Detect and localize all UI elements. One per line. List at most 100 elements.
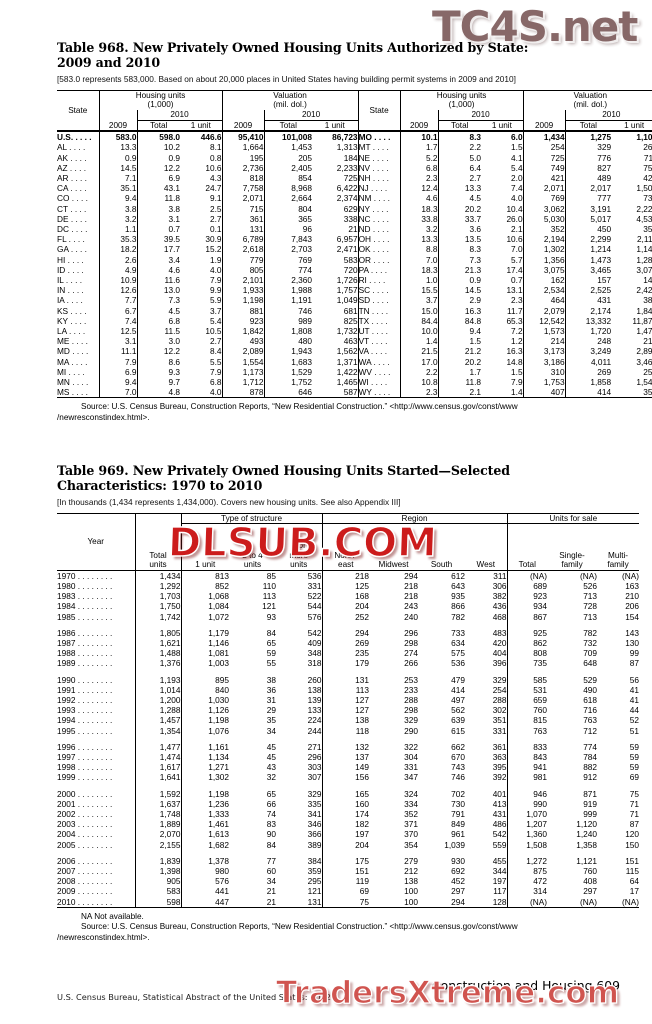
units-5-or-more: 307 [307,772,322,783]
hu-2010-1unit-left: 30.9 [205,234,222,245]
state-label-right: MO . . . . [357,131,401,143]
header-state-left: State [68,105,88,115]
table-row: 2000 . . . . . . . . 1,592 1,198 65 329 165 32… [57,788,639,799]
hu-2009-right: 12.4 [399,183,439,194]
table-row: CO . . . . 9.4 11.8 9.1 2,071 2,664 2,374 NM . … [57,193,652,204]
state-label-left: LA . . . . [57,326,86,337]
val-2010-total-right: 776 [564,152,612,163]
hu-2009-left: 35.1 [98,183,137,194]
val-2010-1unit-left: 21 [348,224,358,235]
units-2-to-4: 59 [266,648,276,659]
val-2010-total-left: 480 [263,336,313,347]
header-2009-hu-left: 2009 [98,110,137,131]
group-spacer-cell [369,850,418,856]
state-label-right: OR . . . . [357,254,401,265]
table-row: AR . . . . 7.1 6.9 4.3 818 854 725 NH . . . . 2.… [57,173,652,184]
region-northeast: 138 [321,715,370,726]
hu-2010-1unit-right: 7.4 [511,183,523,194]
val-2010-total-right: 1,858 [564,377,612,388]
val-2010-1unit-left: 681 [343,305,358,316]
total-units: 1,748 [134,808,181,820]
units-2-to-4: 21 [266,896,276,907]
header-type-spacer [180,523,323,541]
for-sale-multi-family: 59 [629,751,640,762]
group-spacer-cell [276,669,322,675]
for-sale-total: 760 [506,705,548,716]
region-west: 420 [492,637,507,648]
state-label-right: TN . . . . [357,305,401,316]
table-row: 1986 . . . . . . . . 1,805 1,179 84 542 294 29… [57,627,639,638]
hu-2009-left: 583.0 [98,131,137,143]
val-2010-1unit-left: 825 [343,315,358,326]
hu-2009-left: 3.8 [98,203,137,214]
hu-2010-1unit-left: 2.5 [209,203,222,214]
total-units: 1,750 [134,601,181,612]
val-2009-left: 493 [221,336,265,347]
header-2009-val-left: 2009 [221,110,265,131]
region-south: 575 [451,648,466,659]
units-5-or-more: 409 [307,637,322,648]
group-spacer-cell [418,622,465,628]
hu-2010-1unit-right: 4.0 [511,193,523,204]
region-midwest: 298 [404,637,419,648]
table-row: IA . . . . 7.7 7.3 5.9 1,198 1,191 1,049 SD . .… [57,295,652,306]
for-sale-total: (NA) [506,570,548,581]
for-sale-single-family: 709 [583,648,598,659]
group-spacer-cell [506,735,548,742]
hu-2010-1unit-left: 15.2 [205,244,222,255]
year-label: 1993 . . . . . . . . [57,705,113,716]
val-2010-total-left: 1,808 [263,326,313,337]
total-units: 1,637 [134,798,181,809]
val-2010-total-left: 2,405 [263,162,313,173]
val-2009-left: 1,198 [221,295,265,306]
year-label: 1998 . . . . . . . . [57,762,113,773]
units-5-or-more: 359 [307,865,322,876]
val-2010-1unit-right: 4,538 [636,213,652,224]
for-sale-total: 862 [506,637,548,649]
hu-2010-total-right: 21.2 [437,346,482,357]
val-2009-left: 1,712 [221,377,265,388]
state-label-right: MT . . . . [357,142,401,153]
hu-2010-1unit-left: 10.5 [205,326,222,337]
region-west: 311 [493,570,507,581]
total-units: 1,288 [134,705,181,716]
region-northeast: 125 [321,580,370,592]
val-2010-1unit-left: 86,723 [332,132,358,143]
group-spacer-cell [465,736,507,742]
units-5-or-more: 139 [307,694,322,705]
total-units: 1,641 [134,772,181,783]
val-2010-1unit-right: 142 [643,275,652,286]
total-units: 1,398 [134,865,181,877]
val-2010-1unit-left: 725 [343,173,358,183]
hu-2010-total-right: 11.8 [437,377,482,388]
for-sale-single-family: 760 [583,865,598,876]
for-sale-total: 1,508 [506,839,548,850]
table-row: IN . . . . 12.6 13.0 9.9 1,933 1,988 1,757 SC .… [57,285,652,296]
region-northeast: 168 [321,591,370,602]
hu-2009-left: 10.9 [98,275,137,286]
units-5-or-more: 318 [307,658,322,669]
hu-2010-total-left: 6.9 [136,173,180,184]
state-label-right: PA . . . . [357,264,401,276]
val-2009-right: 1,302 [522,244,566,255]
region-northeast: 235 [321,648,370,659]
footer-page-label: Construction and Housing 609 [432,978,621,993]
for-sale-total: 585 [506,674,548,685]
val-2010-total-right: 1,473 [564,254,612,265]
table-row: 1985 . . . . . . . . 1,742 1,072 93 576 252 24… [57,611,639,622]
hu-2010-total-right: 3.6 [437,224,482,235]
table-969-source-line2: /newresconstindex.html>. [57,932,150,942]
hu-2009-right: 17.0 [399,356,439,367]
header-state-right: State [357,90,401,131]
hu-2010-total-left: 0.7 [136,224,180,235]
region-south: 634 [451,637,466,648]
state-label-left: ID . . . . [57,264,84,275]
val-2010-total-right: 2,299 [564,234,612,245]
hu-2010-total-right: 13.3 [437,183,482,194]
region-northeast: 132 [321,741,370,752]
region-midwest: 266 [404,658,419,669]
val-2010-total-right: 1,214 [564,244,612,255]
units-1-unit: 1,613 [180,829,229,840]
val-2009-right: 407 [522,387,566,398]
table-968-source: Source: U.S. Census Bureau, Construction… [57,402,597,423]
